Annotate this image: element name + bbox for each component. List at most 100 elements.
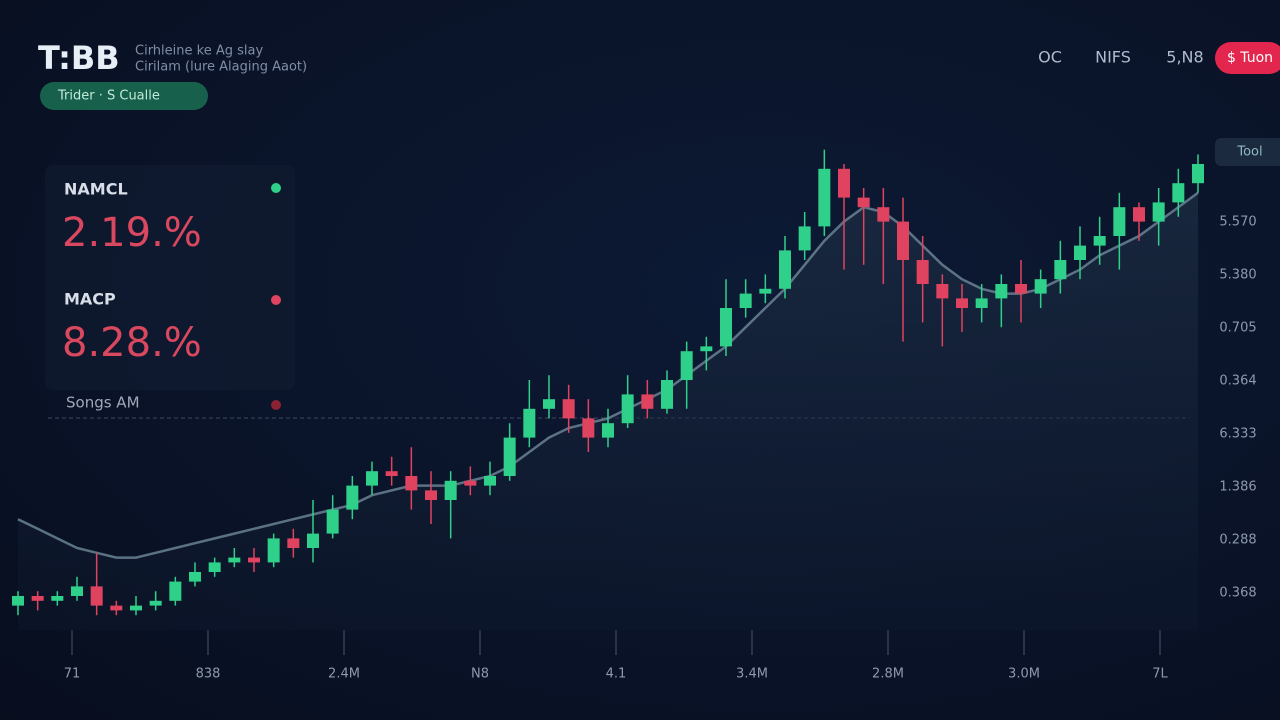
x-label: 2.8M — [872, 667, 904, 682]
stats-panel — [45, 165, 295, 390]
nav-item[interactable]: OC — [1038, 48, 1062, 67]
nav-item[interactable]: NIFS — [1095, 48, 1131, 67]
candle-body — [1034, 279, 1047, 294]
candle-body — [720, 308, 732, 347]
candle-body — [523, 408, 536, 438]
candle-body — [307, 533, 319, 548]
x-label: N8 — [471, 667, 489, 682]
status-dot — [271, 295, 281, 305]
candle-body — [975, 298, 988, 308]
x-label: 7L — [1152, 667, 1168, 682]
candle-body — [1113, 207, 1126, 236]
stat-label: Songs AM — [66, 394, 140, 412]
candle-body — [130, 605, 142, 611]
candle-body — [503, 437, 516, 476]
candle-body — [110, 605, 123, 611]
candle-body — [484, 476, 496, 486]
candle-body — [208, 562, 221, 572]
candle-body — [346, 485, 359, 510]
candle-body — [838, 168, 850, 198]
candle-body — [366, 471, 378, 486]
stat-value: 2.19.% — [62, 210, 202, 256]
price-label: 5.570 — [1219, 215, 1256, 230]
candle-body — [425, 490, 437, 500]
status-dot — [271, 183, 281, 193]
subtitle: Cirilam (lure Alaging Aaot) — [135, 60, 307, 75]
price-label: 5.380 — [1219, 268, 1256, 283]
candle-body — [51, 596, 64, 601]
candle-body — [287, 538, 300, 548]
candle-body — [779, 250, 791, 289]
candle-body — [1015, 284, 1027, 294]
candle-body — [582, 418, 595, 438]
badge[interactable] — [40, 82, 208, 110]
x-label: 71 — [64, 667, 81, 682]
candle-body — [700, 346, 713, 352]
candle-body — [444, 480, 457, 500]
x-label: 838 — [196, 667, 221, 682]
candle-body — [661, 380, 673, 409]
candle-body — [621, 394, 634, 424]
candle-body — [248, 557, 260, 563]
logo: T:BB — [38, 39, 120, 77]
candle-body — [267, 538, 280, 563]
stat-label: NAMCL — [64, 180, 128, 199]
price-label: 1.386 — [1219, 480, 1256, 495]
badge-text[interactable]: Trider · S Cualle — [57, 89, 160, 104]
candle-body — [543, 399, 555, 409]
candle-body — [1074, 245, 1086, 260]
candle-body — [12, 596, 24, 606]
candle-body — [956, 298, 968, 308]
candle-body — [877, 207, 890, 222]
candle-body — [405, 476, 418, 491]
x-label: 3.0M — [1008, 667, 1040, 682]
candle-body — [936, 284, 949, 299]
candle-body — [759, 288, 772, 294]
candle-body — [739, 293, 752, 308]
candle-body — [1133, 207, 1145, 222]
stat-label: MACP — [64, 290, 116, 309]
x-label: 4.1 — [606, 667, 627, 682]
candle-body — [385, 471, 398, 476]
candle-body — [641, 394, 654, 409]
candle-body — [1054, 260, 1067, 280]
candle-body — [562, 399, 575, 419]
candle-body — [798, 226, 811, 251]
candle-body — [995, 284, 1008, 299]
candle-body — [680, 351, 693, 380]
x-label: 3.4M — [736, 667, 768, 682]
nav-item[interactable]: 5,N8 — [1166, 48, 1203, 67]
candle-body — [857, 197, 870, 208]
price-label: 0.368 — [1219, 586, 1256, 601]
price-label: 0.364 — [1219, 374, 1256, 389]
candle-body — [897, 221, 909, 260]
price-label: 0.288 — [1219, 533, 1256, 548]
candle-body — [169, 581, 182, 601]
stat-value: 8.28.% — [62, 320, 202, 366]
candle-body — [228, 557, 241, 563]
side-tag[interactable] — [1215, 138, 1280, 166]
candle-body — [71, 586, 83, 596]
price-label: 6.333 — [1219, 427, 1256, 442]
candle-body — [1152, 202, 1165, 222]
candle-body — [1192, 164, 1204, 184]
nav-button[interactable] — [1215, 42, 1280, 74]
price-label: 0.705 — [1219, 321, 1256, 336]
candle-body — [189, 572, 201, 582]
candle-body — [326, 509, 339, 534]
side-tag-text[interactable]: Tool — [1236, 145, 1262, 160]
candle-body — [31, 596, 44, 601]
candle-body — [916, 260, 929, 284]
candle-body — [90, 586, 103, 606]
candle-body — [149, 600, 162, 606]
status-dot — [271, 400, 281, 410]
nav-button-text[interactable]: $ Tuon — [1227, 50, 1273, 66]
candle-body — [464, 480, 477, 486]
candle-body — [602, 423, 614, 438]
subtitle: Cirhleine ke Ag slay — [135, 44, 263, 59]
plot — [12, 149, 1204, 631]
candle-body — [1093, 236, 1106, 246]
candle-body — [1172, 183, 1185, 203]
